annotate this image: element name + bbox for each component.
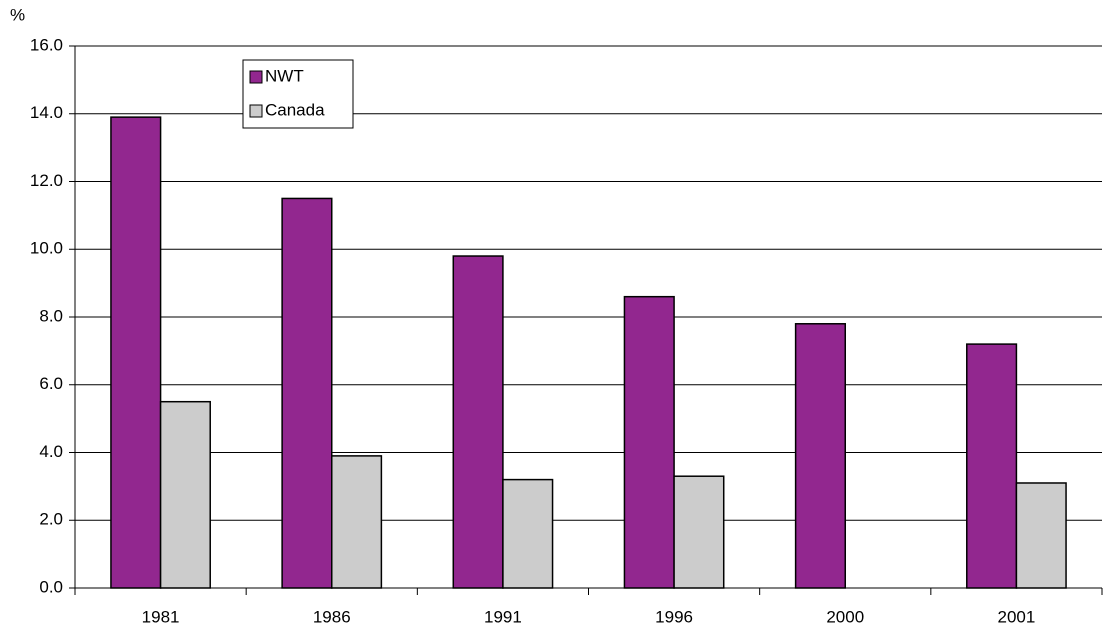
bar: [159, 400, 211, 589]
x-tick-label: 2001: [998, 607, 1036, 626]
bar: [623, 295, 675, 589]
legend-label: Canada: [265, 100, 325, 119]
legend-swatch: [249, 104, 263, 118]
x-tick-label: 1991: [484, 607, 522, 626]
bar: [1015, 482, 1067, 589]
y-tick-label: 6.0: [39, 374, 63, 393]
bar: [331, 455, 383, 589]
y-tick-label: 16.0: [30, 35, 63, 54]
bar: [452, 255, 504, 589]
x-tick-label: 2000: [826, 607, 864, 626]
y-tick-label: 14.0: [30, 103, 63, 122]
bar: [110, 116, 162, 589]
bar: [673, 475, 725, 589]
bar: [966, 343, 1018, 589]
y-axis-label: %: [10, 5, 25, 24]
legend-swatch: [249, 70, 263, 84]
bar: [794, 323, 847, 589]
y-tick-label: 10.0: [30, 239, 63, 258]
bar: [502, 478, 554, 589]
x-tick-label: 1981: [142, 607, 180, 626]
x-tick-label: 1996: [655, 607, 693, 626]
x-tick-label: 1986: [313, 607, 351, 626]
legend-label: NWT: [265, 66, 304, 85]
y-tick-label: 12.0: [30, 171, 63, 190]
y-tick-label: 2.0: [39, 510, 63, 529]
bar: [281, 197, 333, 589]
y-tick-label: 0.0: [39, 577, 63, 596]
y-tick-label: 8.0: [39, 306, 63, 325]
y-tick-label: 4.0: [39, 442, 63, 461]
